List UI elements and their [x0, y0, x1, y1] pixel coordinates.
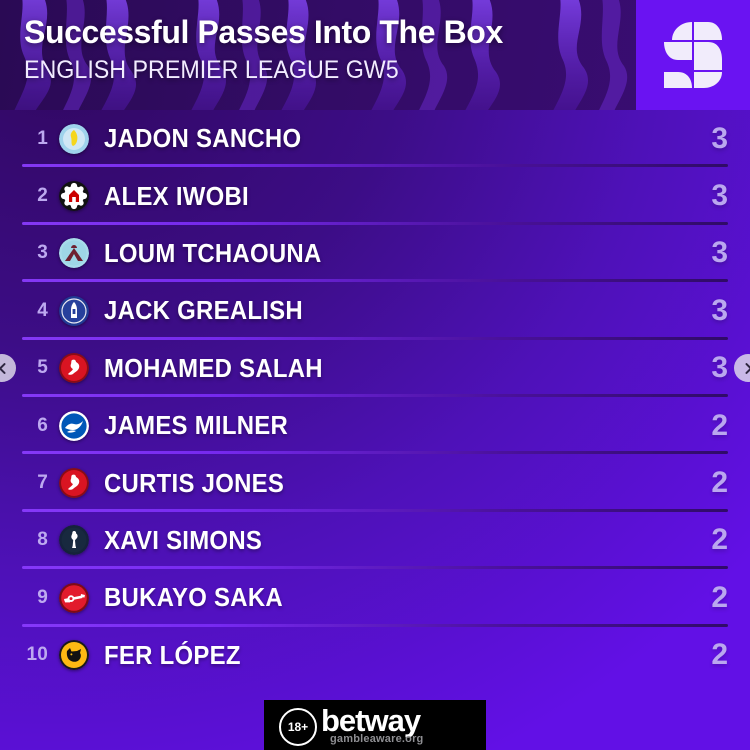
table-row[interactable]: 4 JACK GREALISH 3 [0, 282, 750, 340]
stat-value: 2 [711, 408, 728, 442]
stat-value: 2 [711, 523, 728, 557]
sportskeeda-s-logo-icon [664, 22, 722, 88]
rank-number: 7 [37, 472, 48, 494]
row-separator [22, 164, 728, 168]
row-separator [22, 393, 728, 397]
chevron-left-icon [0, 362, 6, 374]
row-separator [22, 508, 728, 512]
club-badge-liverpool [59, 353, 89, 384]
player-name: BUKAYO SAKA [104, 582, 283, 613]
rank-number: 4 [37, 299, 48, 321]
rank-number: 9 [37, 586, 48, 608]
club-badge-man-city [59, 123, 89, 154]
sponsor-footer[interactable]: 18+ betway gambleaware.org [264, 700, 486, 750]
player-name: JACK GREALISH [104, 295, 303, 326]
rank-number: 6 [37, 414, 48, 436]
club-badge-wolves [59, 640, 89, 671]
club-badge-brighton [59, 410, 89, 441]
rank-number: 1 [37, 127, 48, 149]
header-banner: Successful Passes Into The Box ENGLISH P… [0, 0, 750, 110]
player-name: FER LÓPEZ [104, 639, 241, 670]
stat-value: 3 [711, 236, 728, 270]
player-list: 1 JADON SANCHO 3 2 ALEX IWOBI 3 3 LOUM T… [0, 110, 750, 685]
stat-value: 3 [711, 179, 728, 213]
club-badge-fulham [59, 181, 89, 212]
stat-value: 3 [711, 121, 728, 155]
table-row[interactable]: 1 JADON SANCHO 3 [0, 110, 750, 168]
carousel-prev-button[interactable] [0, 354, 16, 383]
table-row[interactable]: 10 FER LÓPEZ 2 [0, 627, 750, 684]
rank-number: 8 [37, 529, 48, 551]
rank-number: 5 [37, 357, 48, 379]
table-row[interactable]: 5 MOHAMED SALAH 3 [0, 340, 750, 397]
player-name: CURTIS JONES [104, 467, 285, 498]
table-row[interactable]: 9 BUKAYO SAKA 2 [0, 569, 750, 627]
club-badge-lazio [59, 238, 89, 269]
stat-value: 3 [711, 351, 728, 385]
club-badge-liverpool [59, 468, 89, 499]
row-separator [22, 623, 728, 627]
gambleaware-link[interactable]: gambleaware.org [330, 733, 424, 745]
age-restriction-badge: 18+ [279, 708, 317, 746]
header-text-block: Successful Passes Into The Box ENGLISH P… [24, 12, 503, 86]
stat-value: 3 [711, 293, 728, 327]
table-row[interactable]: 2 ALEX IWOBI 3 [0, 167, 750, 225]
brand-logo [636, 0, 750, 110]
rank-number: 10 [26, 644, 48, 666]
row-separator [22, 451, 728, 455]
club-badge-everton [59, 295, 89, 326]
club-badge-arsenal [59, 582, 89, 613]
betway-wordmark: betway [321, 703, 421, 738]
page-title: Successful Passes Into The Box [24, 14, 503, 50]
stat-value: 2 [711, 580, 728, 614]
chevron-right-icon [744, 362, 750, 374]
page-subtitle: ENGLISH PREMIER LEAGUE GW5 [24, 56, 399, 84]
player-name: JAMES MILNER [104, 410, 289, 441]
player-name: ALEX IWOBI [104, 180, 249, 211]
table-row[interactable]: 8 XAVI SIMONS 2 [0, 512, 750, 570]
stat-value: 2 [711, 638, 728, 672]
stat-value: 2 [711, 466, 728, 500]
row-separator [22, 336, 728, 340]
player-name: LOUM TCHAOUNA [104, 237, 322, 268]
table-row[interactable]: 3 LOUM TCHAOUNA 3 [0, 225, 750, 283]
player-name: MOHAMED SALAH [104, 352, 323, 383]
row-separator [22, 221, 728, 225]
club-badge-tottenham [59, 525, 89, 556]
table-row[interactable]: 6 JAMES MILNER 2 [0, 397, 750, 455]
table-row[interactable]: 7 CURTIS JONES 2 [0, 454, 750, 512]
player-name: JADON SANCHO [104, 123, 302, 154]
player-name: XAVI SIMONS [104, 524, 263, 555]
rank-number: 3 [37, 242, 48, 264]
rank-number: 2 [37, 185, 48, 207]
row-separator [22, 566, 728, 570]
row-separator [22, 279, 728, 283]
carousel-next-button[interactable] [734, 354, 750, 383]
